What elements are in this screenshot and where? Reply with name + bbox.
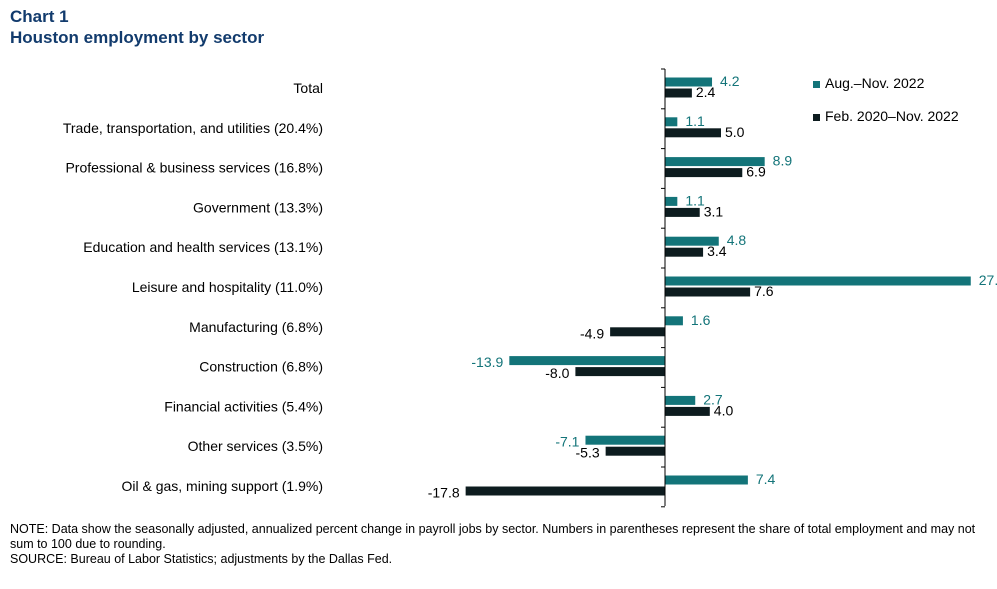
chart-title: Houston employment by sector (10, 28, 265, 47)
chart-svg: Total 4.22.4 Trade, transportation, and ut… (63, 68, 997, 508)
bar-series-1 (665, 395, 696, 405)
data-label-series-2: -4.9 (580, 325, 604, 341)
bar-series-1 (665, 77, 713, 87)
bar-series-1 (585, 435, 665, 445)
bar-series-2 (665, 168, 743, 178)
category-label: Leisure and hospitality (11.0%) (132, 279, 323, 295)
legend-label-series-1: Aug.–Nov. 2022 (825, 75, 925, 91)
bar-series-2 (665, 287, 751, 297)
bar-series-2 (665, 406, 710, 416)
bar-series-2 (610, 327, 665, 337)
bar-series-1 (665, 236, 719, 246)
data-label-series-1: 2.7 (703, 391, 723, 407)
category-label: Government (13.3%) (193, 199, 323, 215)
category-label: Financial activities (5.4%) (164, 398, 323, 414)
data-label-series-2: 4.0 (714, 402, 734, 418)
data-label-series-1: -13.9 (471, 354, 503, 370)
bar-series-1 (665, 196, 678, 206)
category-label: Total (293, 80, 323, 96)
data-label-series-1: 8.9 (773, 153, 793, 169)
legend-swatch-series-1 (813, 81, 820, 88)
data-label-series-1: 1.1 (685, 192, 705, 208)
data-label-series-2: 5.0 (725, 124, 745, 140)
data-label-series-1: 4.8 (727, 232, 747, 248)
category-label: Manufacturing (6.8%) (189, 319, 323, 335)
bar-series-2 (465, 486, 665, 496)
bar-series-1 (665, 157, 765, 167)
category-label: Professional & business services (16.8%) (65, 160, 323, 176)
data-label-series-1: 7.4 (756, 471, 776, 487)
bar-series-1 (665, 276, 971, 286)
bar-series-2 (575, 367, 665, 377)
source-text: SOURCE: Bureau of Labor Statistics; adju… (10, 552, 393, 566)
note-text: NOTE: Data show the seasonally adjusted,… (10, 522, 976, 551)
bar-series-1 (665, 316, 683, 326)
bar-series-2 (665, 207, 700, 217)
bar-series-1 (665, 117, 678, 127)
category-label: Other services (3.5%) (188, 438, 323, 454)
bar-series-2 (605, 446, 665, 456)
data-label-series-2: 2.4 (696, 84, 716, 100)
data-label-series-1: 27.3 (979, 272, 997, 288)
bar-series-2 (665, 247, 704, 257)
chart-title-block: Chart 1 Houston employment by sector (10, 6, 264, 48)
bar-series-1 (665, 475, 748, 485)
data-label-series-2: -17.8 (428, 485, 460, 501)
data-label-series-2: 3.1 (704, 203, 724, 219)
bar-series-2 (665, 88, 692, 98)
data-label-series-2: 3.4 (707, 243, 727, 259)
data-label-series-1: 1.6 (691, 312, 711, 328)
data-label-series-1: -7.1 (555, 434, 579, 450)
legend-label-series-2: Feb. 2020–Nov. 2022 (825, 108, 959, 124)
chart-number: Chart 1 (10, 7, 69, 26)
data-label-series-2: 6.9 (746, 164, 766, 180)
bar-series-2 (665, 128, 721, 138)
category-label: Trade, transportation, and utilities (20… (63, 120, 323, 136)
category-label: Education and health services (13.1%) (83, 239, 323, 255)
data-label-series-2: 7.6 (754, 283, 774, 299)
data-label-series-1: 4.2 (720, 73, 740, 89)
category-label: Oil & gas, mining support (1.9%) (121, 478, 323, 494)
bar-series-1 (509, 356, 665, 366)
chart-notes: NOTE: Data show the seasonally adjusted,… (10, 522, 985, 567)
category-label: Construction (6.8%) (199, 359, 323, 375)
data-label-series-1: 1.1 (685, 113, 705, 129)
data-label-series-2: -5.3 (576, 445, 600, 461)
legend-swatch-series-2 (813, 114, 820, 121)
data-label-series-2: -8.0 (545, 365, 569, 381)
